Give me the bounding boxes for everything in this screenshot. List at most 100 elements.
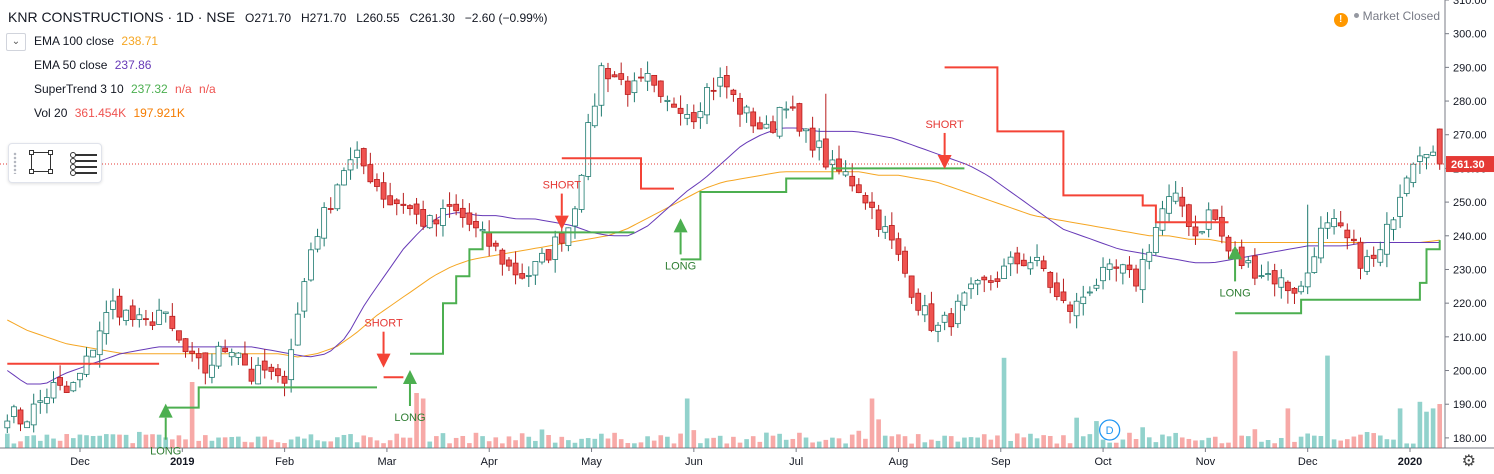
candle bbox=[360, 147, 367, 175]
x-tick-label: Nov bbox=[1196, 456, 1216, 468]
indicator-ema100[interactable]: EMA 100 close 238.71 bbox=[34, 34, 158, 48]
market-status-text: Market Closed bbox=[1362, 9, 1440, 23]
volume-bar bbox=[671, 443, 677, 448]
volume-bar bbox=[1252, 429, 1258, 448]
volume-bar bbox=[1153, 442, 1159, 448]
volume-bar bbox=[902, 436, 908, 448]
volume-bar bbox=[942, 435, 947, 448]
supertrend-up-line bbox=[165, 386, 377, 409]
candle bbox=[1034, 244, 1040, 267]
volume-bar bbox=[559, 436, 565, 448]
candle bbox=[453, 194, 460, 216]
candle bbox=[763, 115, 770, 129]
candle bbox=[1027, 256, 1034, 275]
candle-body bbox=[37, 400, 44, 403]
candle bbox=[605, 62, 611, 93]
volume-bar bbox=[744, 439, 749, 448]
candle-body bbox=[169, 315, 176, 329]
volume-bar bbox=[1219, 443, 1225, 448]
indicator-supertrend[interactable]: SuperTrend 3 10 237.32 n/a n/a bbox=[34, 82, 216, 96]
volume-bar bbox=[909, 443, 914, 448]
candle bbox=[1007, 251, 1014, 277]
candle-body bbox=[1357, 241, 1364, 269]
candle bbox=[10, 404, 17, 424]
volume-bar bbox=[1206, 437, 1211, 448]
volume-bar bbox=[37, 440, 43, 448]
last-price-label: 261.30 bbox=[1451, 159, 1485, 171]
candle-body bbox=[374, 179, 380, 187]
candle bbox=[822, 93, 829, 170]
gear-icon[interactable]: ⚙ bbox=[1461, 453, 1476, 470]
volume-bar bbox=[1186, 438, 1192, 448]
candle bbox=[215, 341, 222, 369]
x-tick-label: 2019 bbox=[170, 456, 194, 468]
indicator-value: n/a bbox=[199, 82, 216, 96]
candle bbox=[525, 266, 532, 287]
candle-body bbox=[941, 314, 948, 323]
volume-bar bbox=[1239, 435, 1244, 448]
candle-body bbox=[829, 159, 836, 166]
volume-bar bbox=[170, 439, 175, 448]
candle-body bbox=[473, 220, 479, 229]
y-tick-label: 270.00 bbox=[1453, 130, 1487, 142]
supertrend-up-line bbox=[1235, 240, 1441, 315]
candle bbox=[1139, 248, 1146, 303]
volume-bar bbox=[1410, 443, 1416, 448]
symbol-title[interactable]: KNR CONSTRUCTIONS · 1D · NSE bbox=[8, 9, 236, 25]
volume-bar bbox=[1285, 408, 1291, 448]
drag-handle[interactable] bbox=[13, 152, 17, 174]
candle bbox=[367, 152, 374, 184]
volume-bar bbox=[1094, 421, 1099, 448]
volume-series bbox=[4, 351, 1443, 448]
candle bbox=[235, 352, 242, 366]
y-tick-label: 300.00 bbox=[1453, 29, 1487, 41]
candle-body bbox=[1298, 285, 1304, 293]
candle bbox=[162, 311, 169, 323]
indicator-ema50[interactable]: EMA 50 close 237.86 bbox=[34, 58, 151, 72]
candle bbox=[242, 341, 248, 366]
candle-body bbox=[677, 107, 684, 114]
candle bbox=[1344, 223, 1351, 250]
candle-body bbox=[24, 421, 31, 429]
volume-bar bbox=[1377, 435, 1383, 448]
indicator-volume[interactable]: Vol 20 361.454K 197.921K bbox=[34, 106, 185, 120]
candle-body bbox=[10, 406, 17, 417]
ohlc-low: L260.55 bbox=[356, 11, 400, 25]
candle-body bbox=[499, 249, 506, 265]
volume-bar bbox=[282, 443, 287, 448]
candle bbox=[308, 242, 314, 282]
candle bbox=[664, 95, 671, 112]
dividend-marker-label: D bbox=[1106, 425, 1114, 437]
candle-body bbox=[222, 347, 229, 353]
candle-body bbox=[215, 345, 222, 367]
status-dot-icon bbox=[1353, 13, 1359, 18]
candle-body bbox=[1383, 223, 1390, 255]
candle-body bbox=[1390, 219, 1397, 230]
y-tick-label: 290.00 bbox=[1453, 62, 1487, 74]
candle bbox=[189, 342, 196, 362]
candle bbox=[585, 113, 592, 181]
candle bbox=[948, 307, 955, 336]
volume-bar bbox=[731, 436, 736, 448]
volume-bar bbox=[308, 434, 314, 448]
candle bbox=[506, 257, 512, 272]
volume-bar bbox=[420, 398, 426, 448]
object-tree-icon[interactable] bbox=[70, 152, 97, 178]
candle bbox=[281, 370, 288, 397]
volume-bar bbox=[915, 434, 921, 448]
candle bbox=[519, 263, 526, 280]
volume-bar bbox=[1041, 435, 1046, 448]
market-status[interactable]: ! Market Closed bbox=[1333, 9, 1440, 27]
x-tick-label: May bbox=[581, 456, 602, 468]
rectangle-tool-icon[interactable] bbox=[29, 150, 53, 174]
collapse-indicators-button[interactable]: ⌄ bbox=[6, 33, 26, 51]
volume-bar bbox=[572, 442, 578, 448]
candle bbox=[1106, 258, 1113, 281]
candle bbox=[255, 357, 262, 385]
candle-body bbox=[440, 208, 446, 226]
candle-body bbox=[83, 355, 90, 375]
candle-body bbox=[704, 87, 710, 116]
candle-body bbox=[1172, 192, 1179, 202]
